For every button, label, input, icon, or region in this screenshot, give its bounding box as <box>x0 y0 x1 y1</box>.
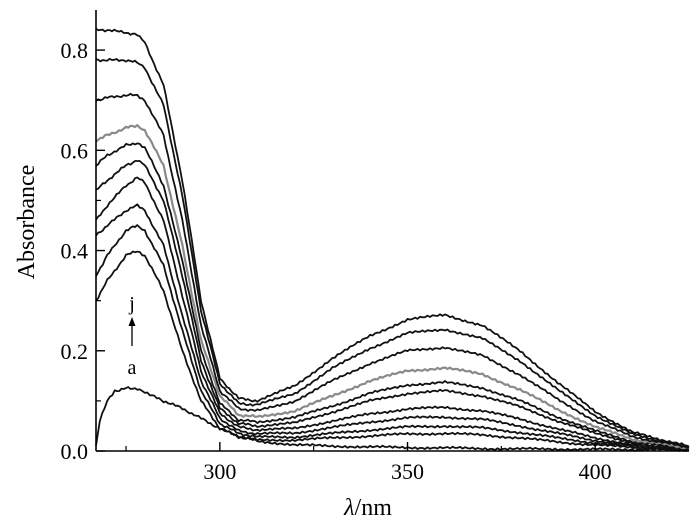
series-order-annotation: j a <box>128 293 137 379</box>
y-tick-label: 0.8 <box>61 38 89 63</box>
x-tick-label: 300 <box>203 459 236 484</box>
y-axis-label: Absorbance <box>14 165 40 280</box>
x-tick-label: 350 <box>391 459 424 484</box>
series-line-g <box>95 142 690 450</box>
series-line-i <box>95 92 690 449</box>
series-line-j <box>95 27 690 448</box>
series-line-a <box>95 386 690 452</box>
tick-marks: 0.0 0.2 0.4 0.6 0.8 300 350 400 <box>61 38 612 484</box>
annotation-arrow-head <box>128 317 136 326</box>
series-line-b <box>95 250 689 452</box>
y-tick-label: 0.6 <box>61 138 89 163</box>
x-axis-label-unit: /nm <box>355 495 393 521</box>
y-tick-label: 0.4 <box>61 239 89 264</box>
x-axis-label: λ/nm <box>343 495 392 521</box>
series-line-h <box>95 124 690 450</box>
series-line-f <box>95 160 690 450</box>
series-line-j1 <box>95 57 690 449</box>
annotation-bottom-label: a <box>128 357 137 379</box>
series-line-d <box>95 203 690 451</box>
y-tick-label: 0.0 <box>61 439 89 464</box>
y-tick-label: 0.2 <box>61 339 89 364</box>
x-tick-label: 400 <box>579 459 612 484</box>
series-line-e <box>95 176 690 450</box>
axes <box>95 10 689 452</box>
annotation-top-label: j <box>128 293 135 315</box>
series-line-c <box>95 224 690 451</box>
series-lines <box>95 27 690 452</box>
x-axis-label-symbol: λ <box>343 495 354 521</box>
